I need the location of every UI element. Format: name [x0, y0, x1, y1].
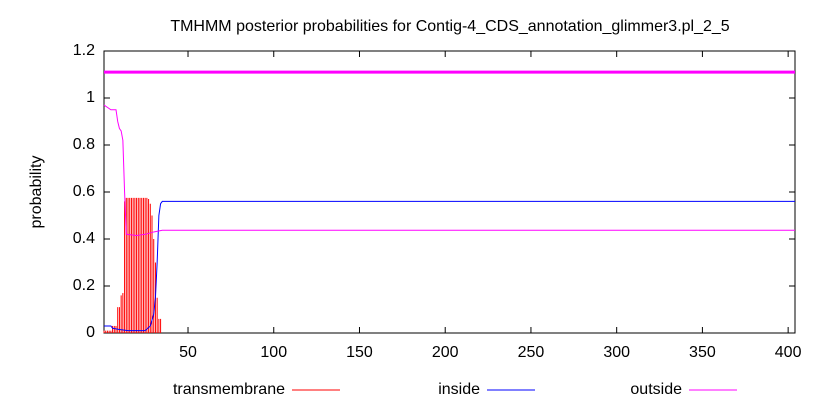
- legend-label: outside: [630, 381, 682, 398]
- plot-frame: [103, 50, 796, 334]
- inside-line: [104, 200, 795, 332]
- outside-line: [103, 104, 795, 236]
- y-tick-label: 0: [86, 324, 95, 341]
- y-axis-label: probability: [28, 156, 45, 229]
- y-tick-label: 0.2: [73, 277, 95, 294]
- legend-label: inside: [438, 381, 480, 398]
- y-tick-label: 0.6: [73, 183, 95, 200]
- legend-label: transmembrane: [173, 381, 285, 398]
- x-tick-label: 50: [179, 344, 197, 361]
- x-tick-label: 400: [775, 344, 802, 361]
- x-tick-label: 200: [432, 344, 459, 361]
- y-tick-label: 0.8: [73, 136, 95, 153]
- y-tick-label: 1.2: [73, 42, 95, 59]
- chart-title: TMHMM posterior probabilities for Contig…: [170, 18, 729, 35]
- x-tick-label: 250: [518, 344, 545, 361]
- x-tick-label: 150: [346, 344, 373, 361]
- y-tick-label: 1: [86, 89, 95, 106]
- x-tick-label: 100: [260, 344, 287, 361]
- x-tick-label: 350: [689, 344, 716, 361]
- x-tick-label: 300: [603, 344, 630, 361]
- y-tick-label: 0.4: [73, 230, 95, 247]
